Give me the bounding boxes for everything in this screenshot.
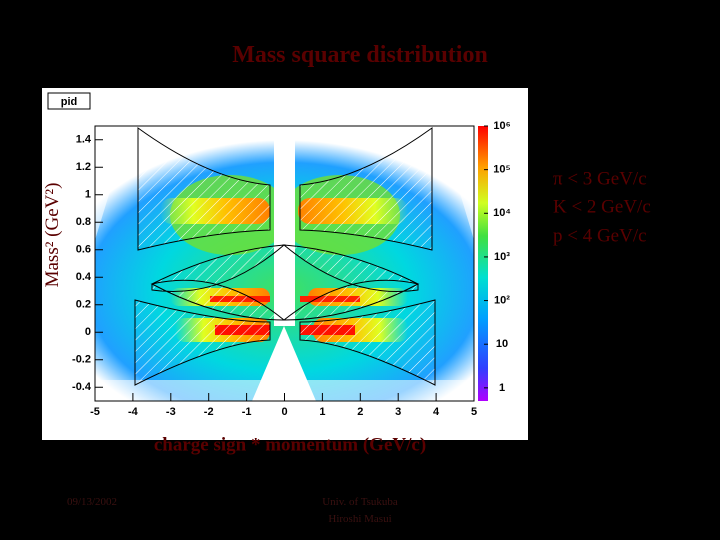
x-tick-label: -5: [90, 406, 100, 418]
footer-affiliation: Univ. of Tsukuba: [322, 496, 398, 508]
annotation: π < 3 GeV/c: [553, 168, 647, 189]
x-tick-label: -2: [204, 406, 214, 418]
annotation: p < 4 GeV/c: [553, 225, 647, 246]
color-scale: [478, 126, 488, 401]
y-tick-label: 1.2: [76, 161, 91, 173]
x-tick-label: 4: [433, 406, 440, 418]
x-tick-label: -1: [242, 406, 252, 418]
z-tick-label: 10⁵: [493, 164, 510, 176]
slide-title: Mass square distribution: [232, 42, 488, 68]
footer-date: 09/13/2002: [67, 496, 117, 508]
y-tick-label: -0.2: [72, 354, 91, 366]
y-tick-label: 0.4: [76, 271, 92, 283]
y-tick-label: 1: [85, 189, 91, 201]
y-tick-label: 1.4: [76, 134, 92, 146]
x-tick-label: 3: [395, 406, 401, 418]
z-tick-label: 10²: [494, 294, 510, 306]
histogram-name-box: [47, 92, 91, 110]
x-tick-label: -4: [128, 406, 139, 418]
y-tick-label: 0.2: [76, 299, 91, 311]
z-tick-label: 10⁴: [493, 207, 511, 219]
z-tick-label: 10: [496, 338, 508, 350]
x-tick-label: 2: [357, 406, 363, 418]
y-axis-label: Mass² (GeV²): [42, 183, 63, 288]
z-tick-label: 10³: [494, 251, 510, 263]
pid-cut-regions: [134, 127, 436, 386]
histogram-name: pid: [61, 96, 78, 108]
x-tick-label: 0: [281, 406, 287, 418]
x-tick-label: -3: [166, 406, 176, 418]
y-tick-label: 0: [85, 326, 91, 338]
y-tick-label: -0.4: [72, 381, 92, 393]
footer-author: Hiroshi Masui: [328, 513, 391, 525]
y-tick-label: 0.8: [76, 216, 91, 228]
z-tick-label: 1: [499, 382, 505, 394]
y-tick-label: 0.6: [76, 244, 91, 256]
z-tick-label: 10⁶: [493, 120, 510, 132]
x-tick-label: 1: [319, 406, 325, 418]
x-axis-label: charge sign * momentum (GeV/c): [154, 434, 426, 455]
x-tick-label: 5: [471, 406, 477, 418]
annotation: K < 2 GeV/c: [553, 196, 651, 217]
